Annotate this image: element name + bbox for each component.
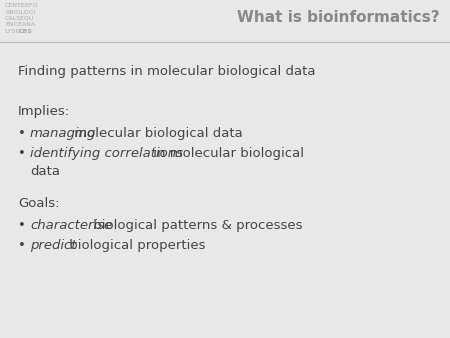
Text: RBIOLOGI: RBIOLOGI [5,9,36,15]
Text: biological properties: biological properties [65,239,205,252]
Text: LYSIS: LYSIS [5,29,23,34]
Text: predict: predict [30,239,76,252]
Text: ENCEANA: ENCEANA [5,23,35,27]
Text: managing: managing [30,127,96,140]
Text: in molecular biological: in molecular biological [148,147,304,160]
Text: characterise: characterise [30,219,112,232]
Text: •: • [18,147,26,160]
Text: Goals:: Goals: [18,197,59,210]
Text: biological patterns & processes: biological patterns & processes [89,219,303,232]
Text: CALSEQU: CALSEQU [5,16,34,21]
Text: Finding patterns in molecular biological data: Finding patterns in molecular biological… [18,65,315,78]
Text: molecular biological data: molecular biological data [69,127,242,140]
Text: What is bioinformatics?: What is bioinformatics? [238,10,440,25]
Text: Implies:: Implies: [18,105,70,118]
Text: CENTERFO: CENTERFO [5,3,39,8]
Text: •: • [18,239,26,252]
Text: •: • [18,127,26,140]
Text: •: • [18,219,26,232]
Text: identifying correlations: identifying correlations [30,147,183,160]
Text: data: data [30,165,60,178]
Text: CBS: CBS [19,29,33,34]
